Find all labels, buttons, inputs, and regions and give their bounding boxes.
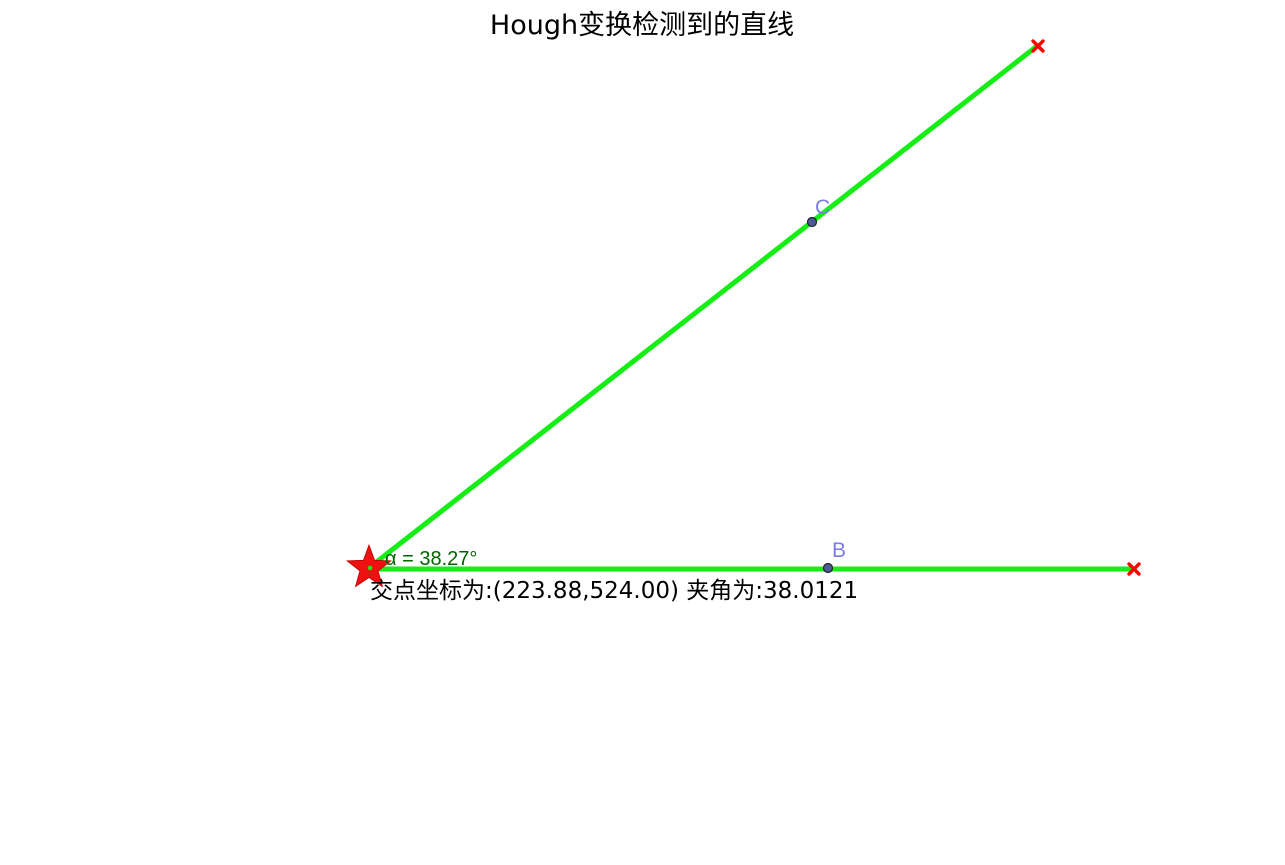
detected-line-diagonal: [367, 43, 1040, 570]
intersection-result-text: 交点坐标为:(223.88,524.00) 夹角为:38.0121: [370, 578, 858, 604]
figure-title: Hough变换检测到的直线: [490, 10, 794, 41]
point-b-dot: [822, 562, 834, 574]
point-c-label: C: [815, 196, 830, 219]
point-b-label: B: [832, 539, 846, 562]
x-mark-icon: [1127, 562, 1141, 576]
point-b: [822, 562, 834, 574]
point-c-dot: [806, 216, 818, 228]
x-mark-icon: [1031, 39, 1045, 53]
point-c: [806, 216, 818, 228]
star-icon: [345, 543, 393, 588]
angle-label: α = 38.27°: [385, 548, 477, 570]
